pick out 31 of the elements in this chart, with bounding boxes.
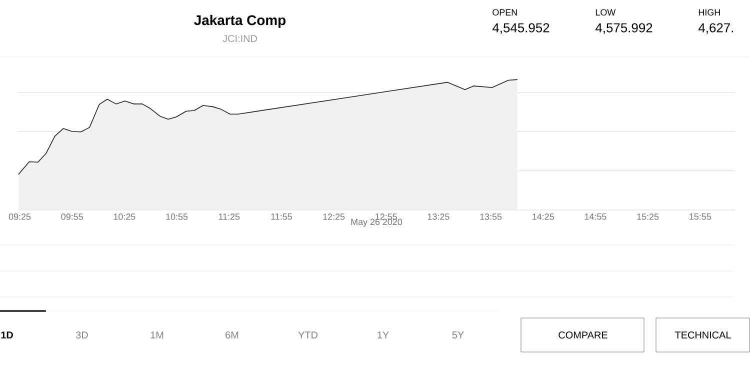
x-tick-label: 12:25 [323,214,345,220]
text: 6M [226,331,238,339]
x-tick-label: 15:25 [637,214,659,220]
text: HIGH [698,9,720,16]
x-tick-label: 14:55 [584,214,606,220]
text: 5Y [452,332,464,338]
text: 1Y [378,332,389,338]
text: 3D [76,331,88,339]
text: 4,627. [698,23,734,34]
x-tick-label: 09:25 [8,214,31,220]
x-axis-title: May 26 2020 [351,218,402,227]
x-tick-label: 11:25 [218,214,240,220]
text: YTD [298,332,318,338]
x-tick-label: 10:55 [166,214,188,220]
x-tick-label: 15:55 [690,214,711,220]
x-tick-label: 14:25 [532,214,554,220]
x-tick-label: 13:25 [428,214,450,220]
text: 4,575.992 [596,23,652,34]
x-tick-label: 13:55 [480,214,502,220]
text: 1M [150,332,164,338]
text: LOW [596,9,616,16]
text: 4,545.952 [492,23,550,34]
x-tick-label: 10:25 [114,214,136,220]
chart-subtitle: JCI:IND [222,35,257,42]
x-tick-label: 09:55 [61,214,83,220]
text: TECHNICAL [674,331,731,339]
text: OPEN [492,9,517,16]
text: 1D [1,332,13,338]
text: COMPARE [558,331,608,339]
chart-title: Jakarta Comp [194,14,286,28]
x-tick-label: 11:55 [271,214,292,220]
